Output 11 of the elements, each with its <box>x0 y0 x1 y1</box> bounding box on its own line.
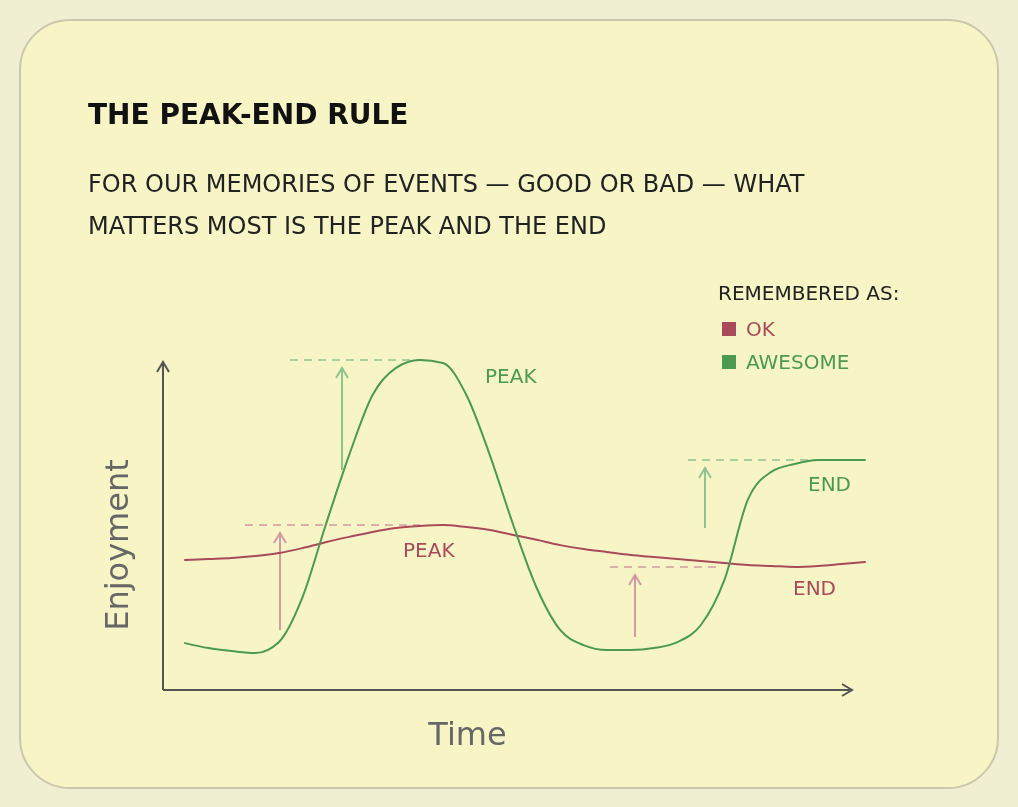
legend-label: AWESOME <box>746 350 850 374</box>
chart-title: THE PEAK-END RULE <box>88 98 409 131</box>
annotation: END <box>793 576 836 600</box>
annotation: PEAK <box>403 538 456 562</box>
annotation: END <box>808 472 851 496</box>
y-axis-title: Enjoyment <box>98 459 136 631</box>
annotation: PEAK <box>485 364 538 388</box>
legend-title: REMEMBERED AS: <box>718 281 900 305</box>
legend-label: OK <box>746 317 776 341</box>
x-axis-title: Time <box>427 715 507 753</box>
chart-subtitle: FOR OUR MEMORIES OF EVENTS — GOOD OR BAD — WHAT MATTERS MOST IS THE PEAK AND THE END <box>88 170 805 240</box>
